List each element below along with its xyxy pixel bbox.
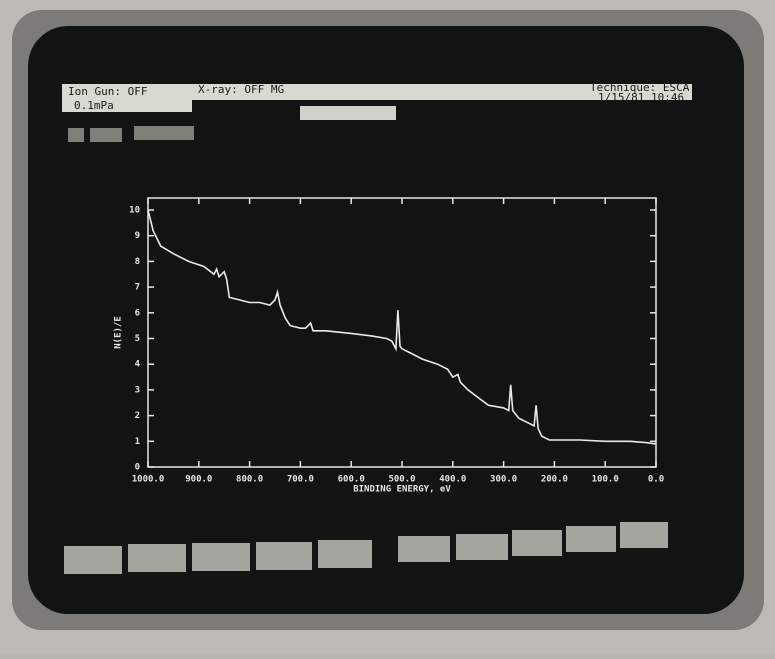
x-tick-label: 900.0	[185, 475, 212, 485]
small-button[interactable]	[90, 128, 122, 142]
soft-key[interactable]	[620, 522, 668, 548]
y-tick-label: 8	[135, 257, 140, 267]
x-tick-label: 200.0	[541, 475, 568, 485]
x-tick-label: 100.0	[592, 475, 619, 485]
x-axis-label: BINDING ENERGY, eV	[353, 485, 451, 495]
soft-key[interactable]	[512, 530, 562, 556]
x-tick-label: 300.0	[490, 475, 517, 485]
ion-gun: Ion Gun: OFF	[68, 85, 147, 98]
y-tick-label: 5	[135, 334, 140, 344]
x-tick-label: 0.0	[648, 475, 664, 485]
y-tick-label: 3	[135, 385, 140, 395]
y-tick-label: 0	[135, 463, 140, 473]
soft-key[interactable]	[128, 544, 186, 572]
y-tick-label: 4	[135, 360, 141, 370]
x-tick-label: 600.0	[338, 475, 365, 485]
x-tick-label: 1000.0	[132, 475, 165, 485]
small-button[interactable]	[134, 126, 194, 140]
y-axis-label: N(E)/E	[114, 316, 124, 349]
x-tick-label: 400.0	[439, 475, 466, 485]
y-tick-label: 1	[135, 437, 140, 447]
xray: X-ray: OFF MG	[198, 83, 284, 96]
y-tick-label: 6	[135, 308, 140, 318]
soft-key[interactable]	[566, 526, 616, 552]
y-tick-label: 2	[135, 411, 140, 421]
soft-key[interactable]	[192, 543, 250, 571]
datetime: 1/15/81 10:46	[598, 91, 684, 104]
x-tick-label: 700.0	[287, 475, 314, 485]
soft-key[interactable]	[64, 546, 122, 574]
soft-key[interactable]	[256, 542, 312, 570]
y-tick-label: 7	[135, 283, 140, 293]
x-tick-label: 500.0	[388, 475, 415, 485]
y-tick-label: 9	[135, 231, 140, 241]
soft-key[interactable]	[398, 536, 450, 562]
small-button[interactable]	[68, 128, 84, 142]
y-tick-label: 10	[129, 206, 140, 216]
mode-button[interactable]	[300, 106, 396, 120]
soft-key[interactable]	[456, 534, 508, 560]
soft-key[interactable]	[318, 540, 372, 568]
screen-photo: Ion Gun: OFF 0.1mPa X-ray: OFF MG Techni…	[0, 0, 775, 655]
pressure: 0.1mPa	[74, 99, 114, 112]
x-tick-label: 800.0	[236, 475, 263, 485]
